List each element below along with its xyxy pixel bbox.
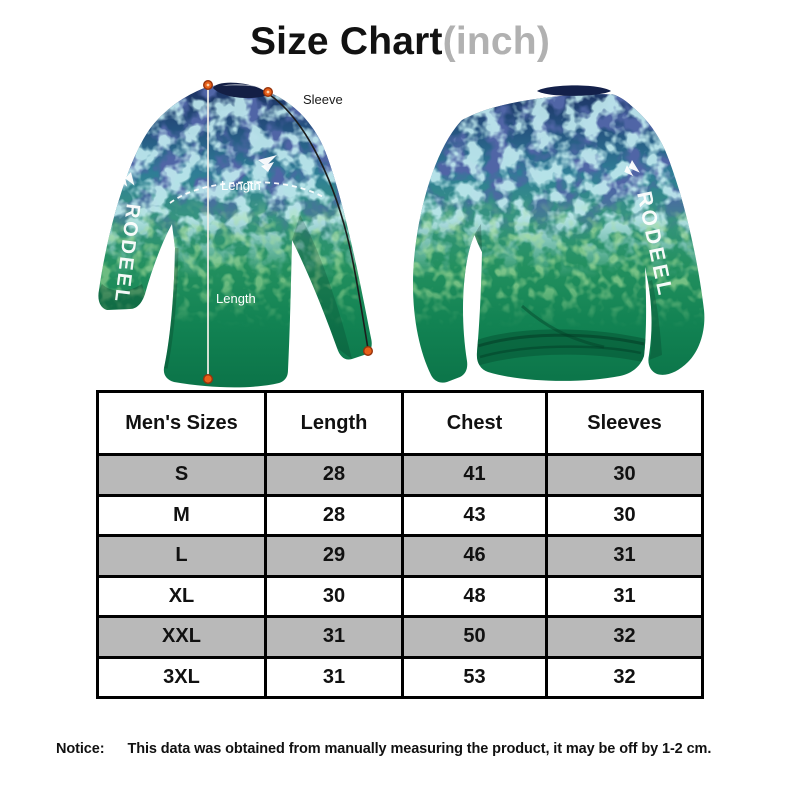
page-title-main: Size Chart bbox=[249, 20, 443, 63]
measure-anchor-dots bbox=[202, 79, 374, 385]
chest-measure-dashed-line bbox=[169, 181, 326, 204]
sleeves-cell: 32 bbox=[545, 615, 704, 659]
header-sleeves: Sleeves bbox=[545, 390, 704, 456]
sleeves-cell: 30 bbox=[545, 493, 704, 537]
length-cell: 29 bbox=[264, 534, 404, 578]
sleeves-cell: 31 bbox=[545, 574, 704, 618]
dot-hem-bottom bbox=[202, 374, 213, 385]
header-chest: Chest bbox=[401, 390, 548, 456]
size-cell: 3XL bbox=[96, 655, 267, 699]
size-cell: S bbox=[96, 453, 267, 497]
sleeves-cell: 30 bbox=[545, 453, 704, 497]
dot-cuff bbox=[363, 346, 374, 357]
size-cell: XL bbox=[96, 574, 267, 618]
shirt-front-view: RODEEL bbox=[98, 82, 372, 388]
table-row-xl: XL 30 48 31 bbox=[96, 574, 704, 618]
table-row-s: S 28 41 30 bbox=[96, 453, 704, 497]
chest-cell: 50 bbox=[401, 615, 548, 659]
header-mens-sizes: Men's Sizes bbox=[96, 390, 267, 456]
chest-cell: 46 bbox=[401, 534, 548, 578]
sleeves-cell: 32 bbox=[545, 655, 704, 699]
sleeve-measure-line bbox=[269, 94, 369, 350]
size-cell: L bbox=[96, 534, 267, 578]
size-cell: M bbox=[96, 493, 267, 537]
chest-line-label: Length bbox=[221, 178, 261, 193]
shirt-back-view: RODEEL bbox=[412, 85, 705, 383]
sleeve-label: Sleeve bbox=[303, 92, 343, 107]
body-length-label: Length bbox=[216, 291, 256, 306]
brand-logo-chest-icon bbox=[258, 155, 277, 172]
notice-text: This data was obtained from manually mea… bbox=[127, 741, 712, 757]
notice-label: Notice: bbox=[56, 741, 105, 757]
length-cell: 28 bbox=[264, 453, 404, 497]
brand-logo-front-sleeve-icon bbox=[119, 172, 135, 187]
chest-cell: 43 bbox=[401, 493, 548, 537]
table-row-l: L 29 46 31 bbox=[96, 534, 704, 578]
length-cell: 31 bbox=[264, 655, 404, 699]
length-cell: 30 bbox=[264, 574, 404, 618]
product-figure: RODEEL bbox=[98, 79, 705, 388]
table-row-xxl: XXL 31 50 32 bbox=[96, 615, 704, 659]
chest-cell: 41 bbox=[401, 453, 548, 497]
page-title-unit: (inch) bbox=[442, 20, 551, 63]
page-title: Size Chart(inch) bbox=[0, 20, 800, 63]
size-table-header-row: Men's Sizes Length Chest Sleeves bbox=[96, 390, 704, 456]
header-length: Length bbox=[264, 390, 404, 456]
chest-cell: 48 bbox=[401, 574, 548, 618]
chest-cell: 53 bbox=[401, 655, 548, 699]
size-table: Men's Sizes Length Chest Sleeves S 28 41… bbox=[96, 390, 704, 699]
size-cell: XXL bbox=[96, 615, 267, 659]
sleeves-cell: 31 bbox=[545, 534, 704, 578]
brand-logo-back-sleeve-icon bbox=[624, 160, 640, 177]
front-collar bbox=[213, 82, 268, 99]
length-cell: 28 bbox=[264, 493, 404, 537]
back-collar bbox=[537, 85, 611, 96]
notice: Notice: This data was obtained from manu… bbox=[56, 741, 711, 757]
shirts-illustration: RODEEL bbox=[98, 79, 705, 388]
table-row-m: M 28 43 30 bbox=[96, 493, 704, 537]
measurement-annotations: Sleeve Length Length bbox=[169, 79, 374, 385]
length-cell: 31 bbox=[264, 615, 404, 659]
table-row-3xl: 3XL 31 53 32 bbox=[96, 655, 704, 699]
